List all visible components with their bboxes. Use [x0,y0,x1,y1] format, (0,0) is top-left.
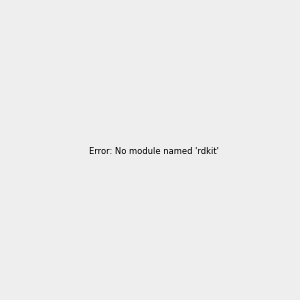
Text: Error: No module named 'rdkit': Error: No module named 'rdkit' [89,147,219,156]
